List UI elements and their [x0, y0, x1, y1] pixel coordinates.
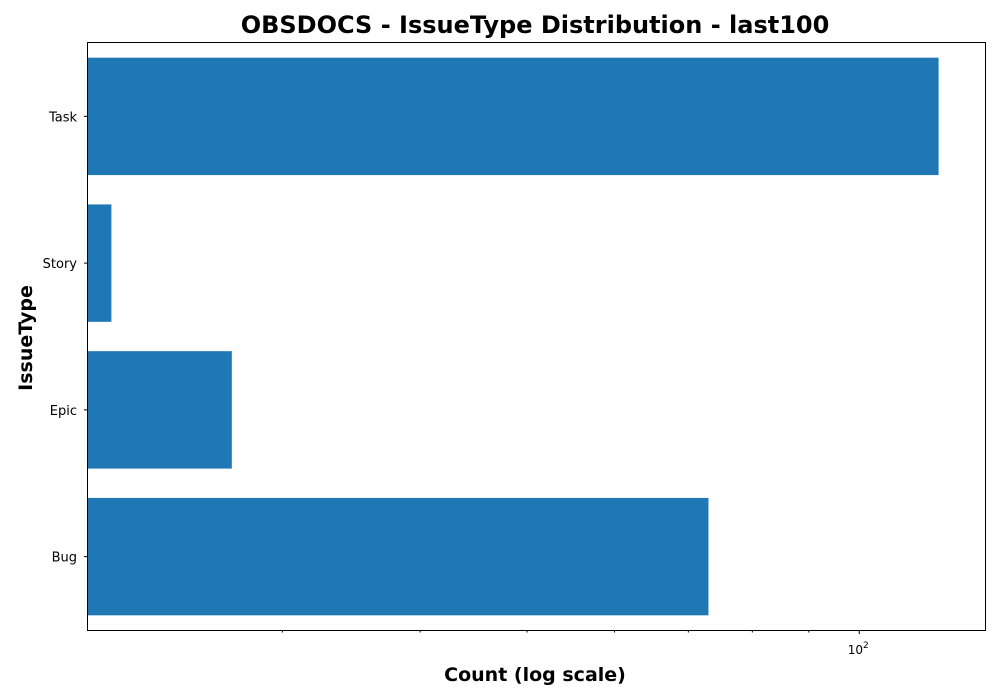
- x-axis-ticks: 102: [281, 630, 869, 657]
- bar-bug: [88, 497, 709, 616]
- x-tick-label: 102: [848, 641, 869, 657]
- y-tick-label: Task: [48, 110, 78, 125]
- x-axis-label: Count (log scale): [444, 664, 626, 686]
- y-axis-label: IssueType: [15, 285, 37, 391]
- y-tick-label: Story: [43, 257, 78, 272]
- y-tick-label: Bug: [52, 551, 77, 566]
- y-tick-label: Epic: [50, 404, 77, 419]
- bars-group: [88, 57, 939, 616]
- y-axis-ticks: Task Story Epic Bug: [43, 110, 88, 566]
- bar-story: [88, 204, 112, 322]
- bar-epic: [88, 351, 232, 469]
- plot-frame: [87, 42, 986, 631]
- chart-title: OBSDOCS - IssueType Distribution - last1…: [241, 11, 830, 39]
- bar-task: [88, 57, 939, 176]
